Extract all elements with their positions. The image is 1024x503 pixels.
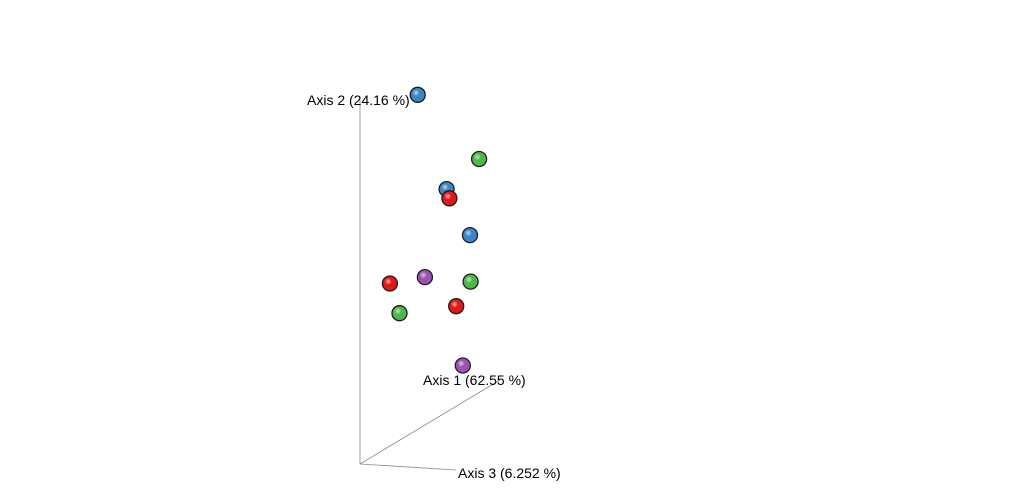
data-point-red-2[interactable]	[381, 275, 399, 292]
data-point-red-1[interactable]	[441, 190, 458, 207]
axis-3-line	[359, 463, 457, 471]
data-point-green-1[interactable]	[470, 150, 488, 168]
data-point-purple-2[interactable]	[454, 357, 471, 374]
data-point-green-2[interactable]	[462, 273, 479, 290]
data-points	[381, 86, 488, 374]
axes: Axis 1 (62.55 %) Axis 2 (24.16 %) Axis 3…	[307, 92, 561, 481]
data-point-blue-3[interactable]	[461, 226, 479, 244]
data-point-red-3[interactable]	[448, 298, 465, 315]
data-point-purple-1[interactable]	[416, 268, 434, 286]
axis-2-label: Axis 2 (24.16 %)	[307, 92, 410, 108]
axis-1-label: Axis 1 (62.55 %)	[423, 372, 526, 388]
data-point-blue-1[interactable]	[409, 86, 426, 103]
data-point-green-3[interactable]	[391, 305, 408, 322]
axis-1-line	[359, 379, 501, 465]
axis-3-label: Axis 3 (6.252 %)	[458, 465, 561, 481]
